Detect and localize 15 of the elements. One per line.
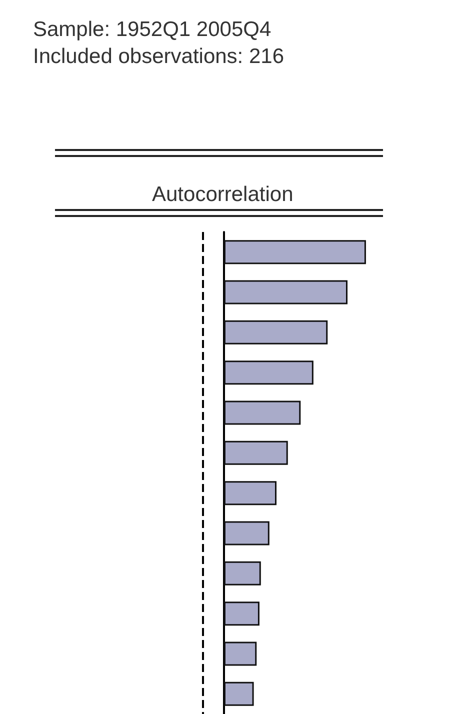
- chart-subtitle: Included observations: 216: [33, 45, 284, 68]
- chart-title: Sample: 1952Q1 2005Q4: [33, 18, 272, 41]
- bar: [224, 481, 277, 506]
- bar: [224, 240, 366, 264]
- bar: [224, 440, 288, 465]
- bar: [224, 642, 257, 666]
- bar: [224, 682, 254, 706]
- bar: [224, 280, 348, 304]
- bar: [224, 521, 270, 546]
- bar: [224, 320, 328, 344]
- bar: [224, 360, 314, 385]
- bar: [224, 400, 301, 425]
- x-axis-title: Autocorrelation: [152, 183, 294, 206]
- bar: [224, 602, 260, 626]
- bar: [224, 561, 261, 586]
